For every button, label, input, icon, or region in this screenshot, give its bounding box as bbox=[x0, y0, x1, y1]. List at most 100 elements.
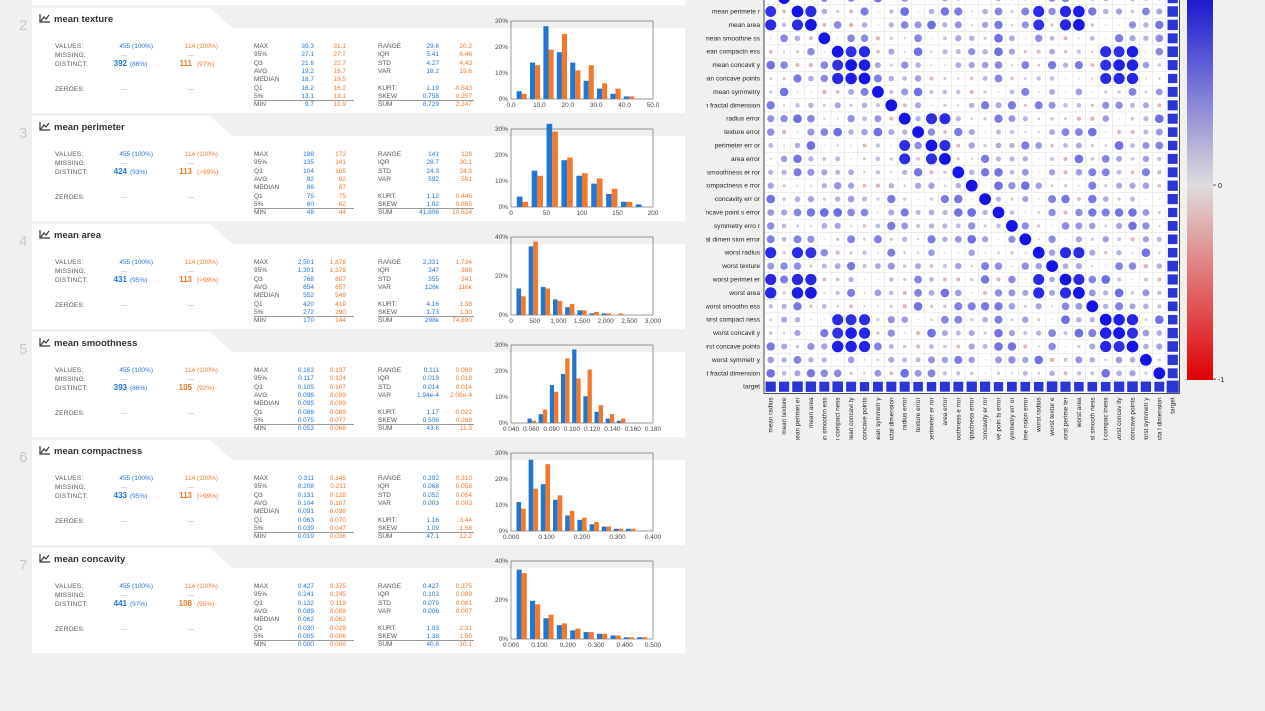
stat-compare: 0.014 bbox=[455, 383, 472, 391]
hist-bar-compare bbox=[602, 83, 608, 99]
corr-mark bbox=[1023, 49, 1028, 54]
corr-mark bbox=[780, 34, 788, 43]
corr-mark bbox=[889, 116, 894, 121]
corr-mark bbox=[1076, 116, 1082, 121]
feature-card[interactable]: 4 mean area VALUES: MISSING: DISTINCT: ZEROES… bbox=[0, 224, 690, 332]
train-distinct-pct: (93%) bbox=[130, 169, 148, 176]
row-label-zeroes: ZEROES: bbox=[55, 410, 85, 417]
corr-mark bbox=[1130, 116, 1135, 121]
corr-row-label: mean area bbox=[728, 22, 760, 29]
corr-mark bbox=[765, 381, 776, 392]
hist-bar-train bbox=[556, 52, 562, 99]
corr-cell bbox=[978, 0, 992, 5]
corr-mark bbox=[984, 131, 986, 133]
stat-compare: 0.029 bbox=[329, 624, 346, 632]
stat-train: 0.095 bbox=[297, 400, 314, 408]
corr-mark bbox=[957, 77, 960, 80]
corr-mark bbox=[805, 247, 817, 259]
stat-label: Q1 bbox=[254, 408, 263, 416]
feature-card[interactable]: 1mean radiusVALUES:MISSING:DISTINCT:ZERO… bbox=[0, 0, 690, 8]
corr-mark bbox=[1100, 46, 1112, 58]
corr-mark bbox=[835, 90, 840, 94]
corr-mark bbox=[927, 128, 936, 136]
stat-label: MIN bbox=[254, 317, 266, 324]
corr-mark bbox=[769, 37, 772, 40]
feature-card[interactable]: 7 mean concavity VALUES: MISSING: DISTINCT: Z… bbox=[0, 548, 690, 656]
corr-mark bbox=[1075, 88, 1083, 96]
corr-mark bbox=[1008, 275, 1016, 284]
stat-compare: 0.245 bbox=[329, 591, 346, 599]
corr-mark bbox=[1115, 302, 1124, 311]
feature-card[interactable]: 6 mean compactness VALUES: MISSING: DISTINCT… bbox=[0, 440, 690, 548]
stat-train: 104 bbox=[303, 167, 314, 175]
corr-mark bbox=[955, 116, 961, 122]
corr-mark bbox=[795, 344, 800, 349]
corr-mark bbox=[860, 34, 869, 43]
feature-card[interactable]: 3 mean perimeter VALUES: MISSING: DISTINCT: Z… bbox=[0, 116, 690, 224]
row-label-zeroes: ZEROES: bbox=[55, 302, 85, 309]
stat-label: 95% bbox=[254, 267, 268, 275]
corr-mark bbox=[1130, 0, 1135, 2]
corr-col-label: worst area bbox=[1076, 397, 1083, 428]
compare-values: 114 (100%) bbox=[184, 583, 218, 590]
row-label-distinct: DISTINCT: bbox=[55, 385, 88, 392]
hist-bar-compare bbox=[575, 70, 581, 99]
corr-mark bbox=[807, 47, 815, 56]
stat-train: 0.311 bbox=[298, 475, 314, 482]
corr-mark bbox=[1063, 49, 1068, 54]
hist-bar-compare bbox=[554, 391, 559, 423]
corr-mark bbox=[1142, 141, 1150, 150]
corr-mark bbox=[1009, 35, 1015, 42]
corr-mark bbox=[902, 129, 908, 135]
corr-cell bbox=[1112, 0, 1126, 5]
stat-label: Q1 bbox=[254, 516, 263, 524]
corr-cell bbox=[857, 0, 872, 5]
corr-mark bbox=[980, 275, 990, 284]
compare-zeroes: --- bbox=[187, 518, 195, 525]
corr-mark bbox=[1059, 287, 1072, 299]
corr-mark bbox=[995, 142, 1002, 149]
corr-cell bbox=[790, 0, 805, 5]
corr-mark bbox=[901, 316, 909, 324]
hist-bar-train bbox=[610, 635, 616, 639]
stat-train: 40.6 bbox=[426, 641, 439, 648]
stat-train: 92 bbox=[306, 175, 314, 183]
corr-mark bbox=[782, 9, 786, 14]
train-values: 455 (100%) bbox=[119, 151, 153, 158]
hist-bar-train bbox=[576, 175, 582, 207]
corr-mark bbox=[968, 330, 975, 337]
corr-mark bbox=[1051, 318, 1053, 321]
stat-compare: 807 bbox=[335, 275, 346, 283]
stat-label: VAR bbox=[378, 607, 391, 615]
stat-train: 75 bbox=[306, 192, 314, 200]
corr-mark bbox=[1115, 101, 1123, 109]
corr-mark bbox=[1143, 303, 1149, 310]
corr-mark bbox=[953, 381, 964, 392]
corr-mark bbox=[902, 169, 908, 175]
feature-card[interactable]: 5 mean smoothness VALUES: MISSING: DISTINCT:… bbox=[0, 332, 690, 440]
corr-mark bbox=[1037, 90, 1040, 93]
correlation-colorbar: 0-1 bbox=[1187, 0, 1224, 384]
corr-col-label: worst concav ity bbox=[1116, 397, 1123, 440]
corr-col-label: mean fractal dimension bbox=[888, 397, 895, 440]
x-tick-label: 0.400 bbox=[645, 534, 662, 541]
corr-mark bbox=[1126, 59, 1139, 71]
corr-mark bbox=[902, 103, 907, 108]
corr-mark bbox=[1048, 235, 1056, 244]
corr-mark bbox=[809, 304, 813, 309]
y-tick-label: 30% bbox=[495, 450, 508, 457]
corr-mark bbox=[1167, 6, 1178, 17]
stat-label: Q3 bbox=[254, 491, 263, 499]
corr-mark bbox=[1078, 184, 1080, 187]
corr-mark bbox=[845, 46, 857, 58]
train-missing: --- bbox=[120, 160, 128, 167]
hist-bar-compare bbox=[561, 623, 567, 639]
corr-mark bbox=[821, 223, 828, 229]
corr-mark bbox=[968, 142, 975, 149]
feature-index: 3 bbox=[19, 125, 28, 142]
feature-card[interactable]: 2 mean texture VALUES: MISSING: DISTINCT: ZER… bbox=[0, 8, 690, 116]
hist-bar-compare bbox=[630, 528, 636, 531]
corr-mark bbox=[1062, 62, 1069, 68]
corr-mark bbox=[807, 168, 815, 176]
corr-mark bbox=[767, 115, 775, 123]
